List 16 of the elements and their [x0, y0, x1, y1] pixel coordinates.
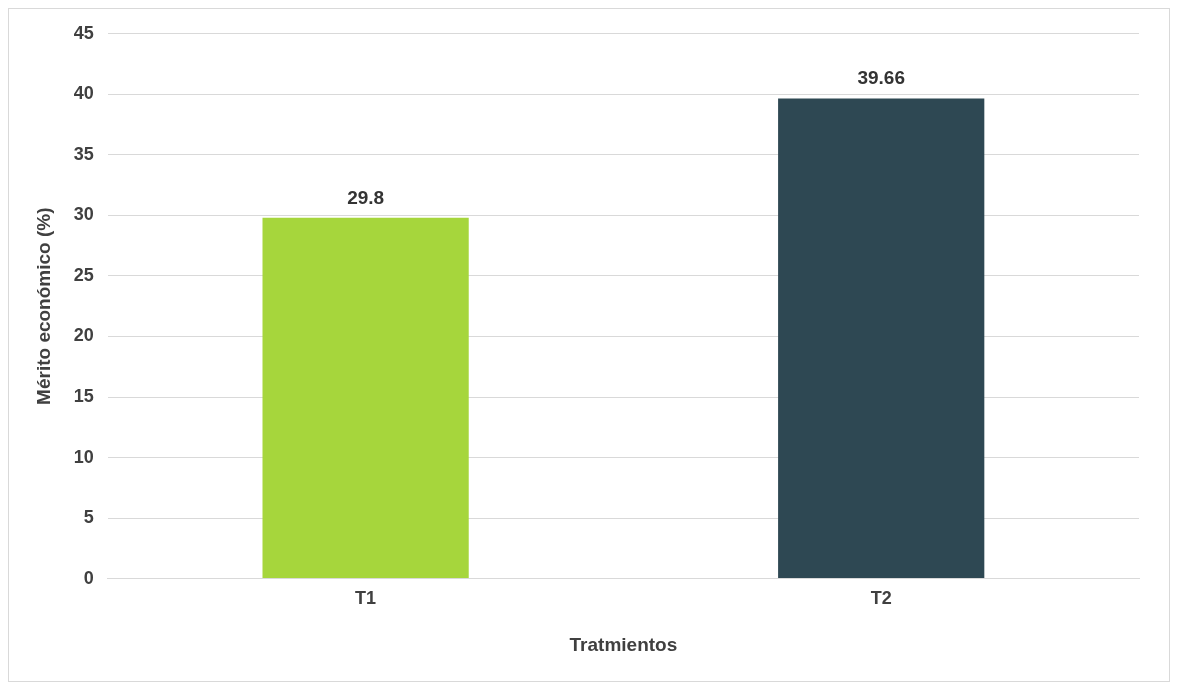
y-tick-label: 10 [73, 446, 94, 467]
y-axis-title: Mérito económico (%) [32, 207, 54, 405]
data-label: 39.66 [857, 67, 905, 89]
y-tick-label: 40 [73, 83, 94, 104]
y-tick-label: 30 [73, 204, 94, 225]
x-tick-label: T2 [870, 588, 892, 609]
y-tick-label: 45 [73, 22, 94, 43]
y-tick-label: 15 [73, 385, 94, 406]
x-axis-title: Tratmientos [569, 633, 678, 655]
data-label: 29.8 [347, 186, 385, 208]
y-tick-label: 20 [73, 325, 94, 346]
y-tick-label: 0 [83, 567, 94, 588]
x-tick-label: T1 [355, 588, 377, 609]
y-tick-label: 35 [73, 143, 94, 164]
y-tick-label: 5 [83, 507, 94, 528]
y-tick-label: 25 [73, 264, 94, 285]
